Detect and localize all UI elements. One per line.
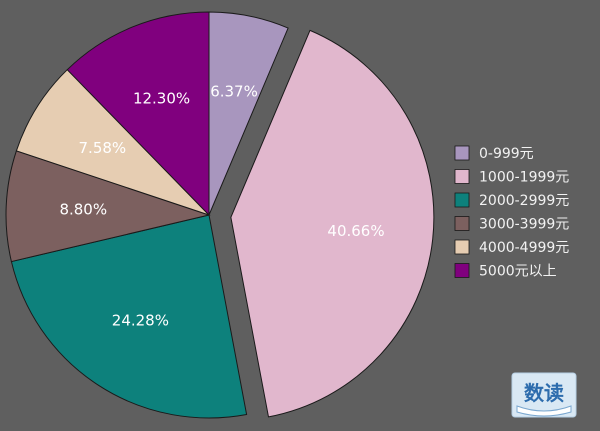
data-label-5: 7.58% — [79, 139, 127, 157]
pie-slices — [5, 11, 435, 419]
legend-swatch-1 — [454, 145, 470, 161]
legend-item-4: 3000-3999元 — [454, 216, 569, 233]
legend-label-1: 0-999元 — [479, 146, 534, 162]
data-label-1: 6.37% — [210, 83, 258, 101]
legend-label-6: 5000元以上 — [479, 264, 557, 280]
legend-label-3: 2000-2999元 — [479, 193, 569, 209]
legend-item-6: 5000元以上 — [454, 263, 557, 280]
pie-slice-4 — [5, 150, 211, 263]
legend-item-2: 1000-1999元 — [454, 169, 569, 186]
legend-item-5: 4000-4999元 — [454, 239, 569, 256]
pie-slice-5 — [15, 68, 210, 216]
legend-swatch-2 — [454, 169, 470, 184]
data-label-3: 24.28% — [112, 312, 169, 330]
data-label-4: 8.80% — [59, 200, 107, 218]
legend-label-5: 4000-4999元 — [479, 240, 569, 256]
legend-label-4: 3000-3999元 — [479, 217, 569, 233]
legend-swatch-6 — [454, 263, 470, 278]
legend-item-3: 2000-2999元 — [454, 192, 569, 209]
data-label-6: 12.30% — [133, 89, 190, 107]
legend: 0-999元 1000-1999元 2000-2999元 3000-3999元 4000… — [454, 145, 569, 280]
legend-label-2: 1000-1999元 — [479, 170, 569, 186]
pie-slice-3 — [10, 214, 248, 419]
legend-swatch-3 — [454, 192, 470, 208]
pie-slice-6 — [66, 11, 210, 217]
shuju-logo: 数读 — [511, 372, 577, 418]
legend-item-1: 0-999元 — [454, 145, 534, 162]
data-label-2: 40.66% — [327, 222, 384, 240]
logo-text: 数读 — [524, 381, 564, 405]
pie-slice-2 — [230, 29, 435, 418]
pie-data-labels: 6.37% 40.66% 24.28% 8.80% 7.58% 12.30% — [59, 83, 384, 330]
legend-swatch-5 — [454, 239, 470, 255]
legend-swatch-4 — [454, 216, 470, 231]
